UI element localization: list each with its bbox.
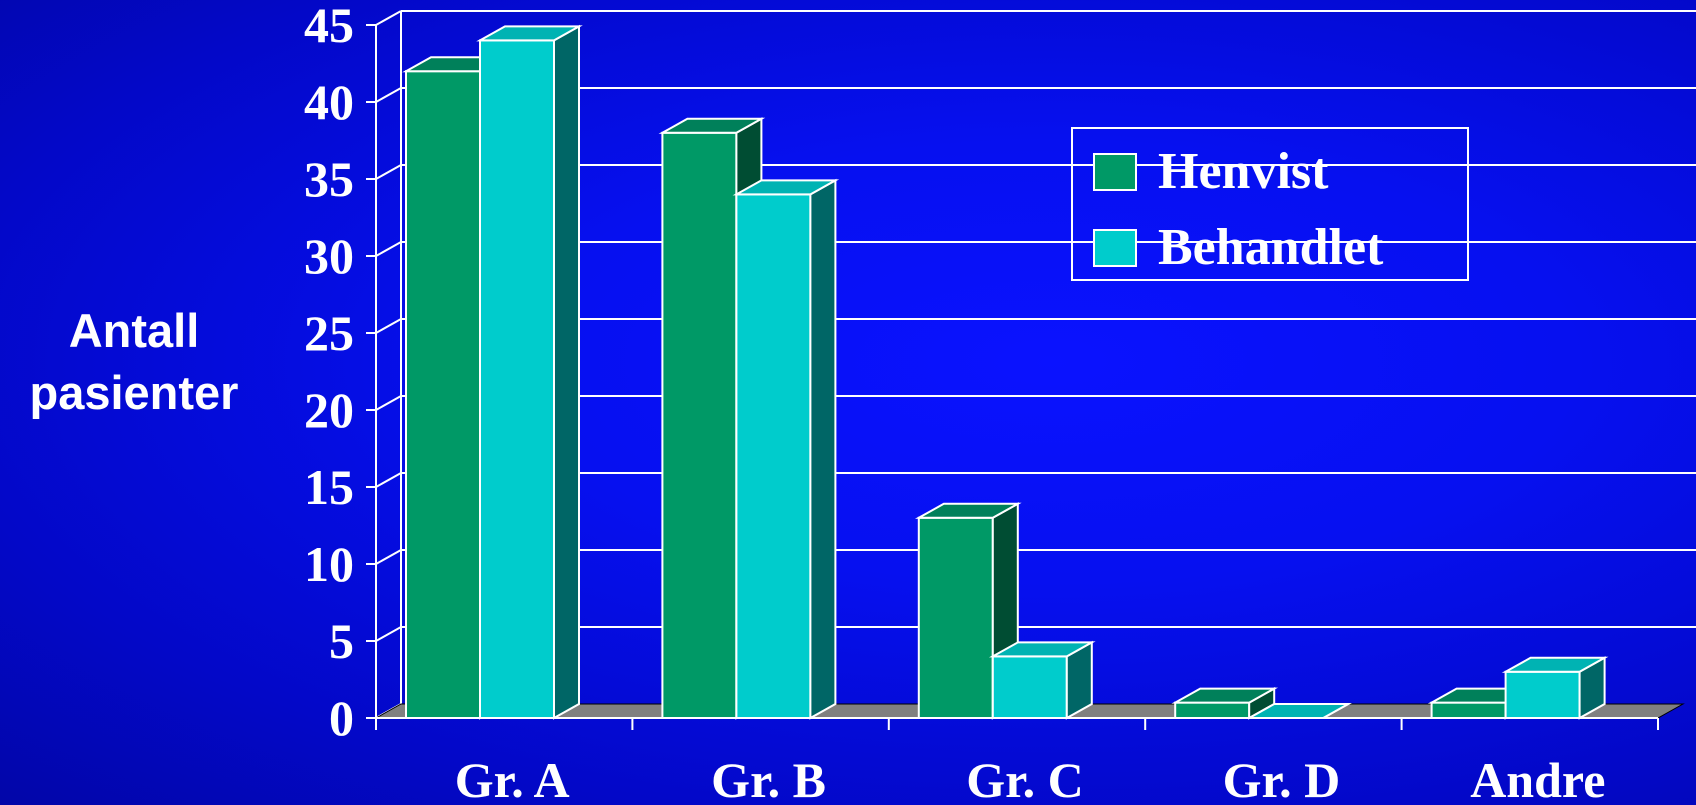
- bar-top: [988, 641, 1096, 658]
- bar-front: [1430, 701, 1507, 719]
- gridline-slant: [375, 395, 402, 411]
- legend-label: Henvist: [1158, 143, 1329, 200]
- bar-top: [914, 502, 1022, 519]
- y-tick-label: 40: [304, 74, 354, 130]
- x-tick-label: Gr. C: [966, 752, 1084, 805]
- y-tick-label: 35: [304, 151, 354, 207]
- legend: Henvist Behandlet: [1071, 127, 1469, 281]
- y-axis-label: Antall pasienter: [0, 300, 268, 424]
- bar: [732, 178, 840, 720]
- bar: [988, 640, 1096, 720]
- bar-front: [1174, 701, 1251, 719]
- bars-layer: [402, 24, 1609, 720]
- bar-front: [991, 655, 1068, 720]
- gridline-slant: [375, 549, 402, 565]
- y-axis-label-line-2: pasienter: [29, 366, 239, 419]
- gridline-slant: [375, 472, 402, 488]
- gridline-slant: [375, 87, 402, 103]
- x-tick-label: Gr. D: [1223, 752, 1341, 805]
- grid-layer: [375, 10, 1696, 719]
- gridline-slant: [375, 318, 402, 334]
- gridline-slant: [375, 164, 402, 180]
- x-tick-label: Andre: [1470, 752, 1605, 805]
- bar: [1245, 703, 1353, 719]
- gridline-slant: [375, 626, 402, 642]
- bar-front: [1504, 670, 1581, 719]
- bar-side: [809, 178, 837, 720]
- bar-front: [735, 193, 812, 719]
- x-tick-label: Gr. A: [455, 752, 570, 805]
- x-tick-label: Gr. B: [711, 752, 826, 805]
- bar-top: [1171, 687, 1279, 704]
- y-tick-label: 0: [329, 690, 354, 746]
- bar-side: [553, 24, 580, 720]
- bar-front: [661, 131, 738, 720]
- gridline-slant: [375, 241, 402, 257]
- bar: [476, 24, 583, 720]
- y-tick-label: 25: [304, 305, 354, 361]
- y-tick-label: 20: [304, 382, 354, 438]
- legend-box: [1071, 127, 1469, 281]
- bar-front: [917, 516, 994, 719]
- bar-front: [479, 39, 555, 719]
- legend-swatch: [1093, 153, 1137, 191]
- bar-top: [732, 179, 840, 196]
- y-tick-label: 10: [304, 536, 354, 592]
- bar: [914, 502, 1022, 720]
- legend-label: Behandlet: [1158, 219, 1384, 276]
- y-tick-label: 30: [304, 228, 354, 284]
- bar-top: [476, 25, 583, 42]
- y-tick-label: 15: [304, 459, 354, 515]
- gridline-slant: [375, 10, 402, 26]
- bar-top: [658, 117, 766, 134]
- bar-top: [1245, 703, 1353, 719]
- y-axis-label-line-1: Antall: [68, 304, 200, 357]
- y-tick-label: 45: [304, 0, 354, 53]
- bar: [1171, 686, 1279, 720]
- legend-swatch: [1093, 229, 1137, 267]
- bar-front: [405, 70, 481, 719]
- bar-top: [1501, 656, 1609, 673]
- bar: [1501, 656, 1609, 720]
- y-tick-label: 5: [329, 613, 354, 669]
